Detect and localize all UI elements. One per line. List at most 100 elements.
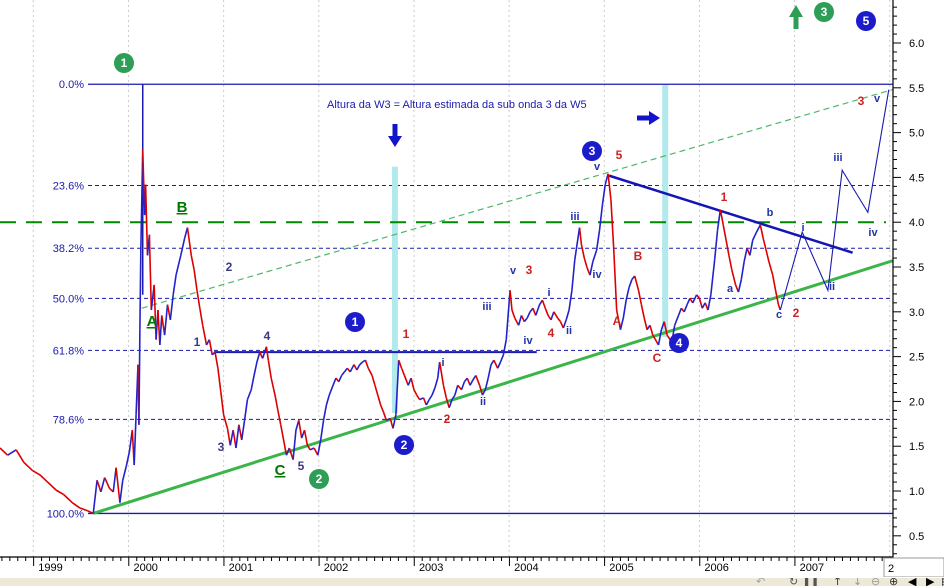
chart-icon[interactable]: ▍▍ <box>805 577 822 586</box>
price-segment <box>214 351 219 369</box>
price-segment <box>298 420 303 439</box>
wave-circle <box>582 141 602 161</box>
price-tick-label: 2.5 <box>909 352 924 364</box>
new-window-icon[interactable]: ▤ <box>941 578 944 586</box>
wave-circle <box>394 435 414 455</box>
price-segment <box>193 269 198 291</box>
scroll-right-icon[interactable]: ▶ <box>926 577 935 586</box>
price-segment <box>31 469 41 476</box>
price-segment <box>243 399 249 421</box>
price-segment <box>382 411 388 421</box>
price-segment <box>332 377 337 386</box>
price-segment <box>466 377 471 386</box>
price-segment <box>598 205 604 231</box>
price-segment <box>612 249 618 311</box>
price-segment <box>395 360 400 415</box>
price-segment <box>710 259 716 295</box>
price-segment <box>774 290 780 305</box>
price-segment <box>279 424 285 441</box>
price-segment <box>683 304 688 313</box>
price-segment <box>628 279 633 288</box>
wave-circle-marker: 3 <box>814 2 834 22</box>
price-segment <box>55 489 65 496</box>
price-segment <box>451 394 456 401</box>
price-segment <box>583 257 588 269</box>
w3-height-bar <box>391 166 398 414</box>
scroll-left-icon[interactable]: ◀ <box>908 577 917 586</box>
price-tick-label: 1.5 <box>909 441 924 453</box>
year-label: 2005 <box>609 562 633 574</box>
year-label: 1999 <box>38 562 62 574</box>
sub-wave-red-label: 2 <box>444 412 451 426</box>
wave-circle-marker: 3 <box>582 141 602 161</box>
zoom-in-icon[interactable]: ⊕ <box>889 577 899 586</box>
price-tick-label: 6.0 <box>909 38 924 50</box>
price-segment <box>731 269 737 286</box>
price-segment <box>222 414 229 429</box>
sub-wave-red-label: 4 <box>548 326 555 340</box>
price-segment <box>96 480 102 493</box>
price-segment <box>713 230 719 260</box>
price-segment <box>692 294 698 304</box>
price-segment <box>196 290 201 309</box>
arrow-up-icon[interactable]: ↑ <box>833 577 843 586</box>
price-segment <box>246 389 252 400</box>
wave-circle-marker: 5 <box>856 11 876 31</box>
sub-wave-red-label: 5 <box>616 148 623 162</box>
price-segment <box>112 467 117 493</box>
down-arrow <box>388 124 402 147</box>
price-segment <box>250 375 255 390</box>
price-segment <box>762 238 767 251</box>
wave-circle-number: 1 <box>352 315 359 329</box>
price-segment <box>580 244 586 259</box>
year-label: 2003 <box>419 562 443 574</box>
sub-wave-red-label: 3 <box>858 94 865 108</box>
price-segment <box>199 308 204 326</box>
price-segment <box>460 381 466 391</box>
price-segment <box>349 364 355 373</box>
price-segment <box>716 209 722 231</box>
minor-wave-label: v <box>594 161 601 173</box>
up-arrow <box>789 5 803 29</box>
wave-count-label: 3 <box>218 440 225 454</box>
price-segment <box>285 447 291 456</box>
price-segment <box>267 360 272 379</box>
wave-circle <box>856 11 876 31</box>
price-segment <box>728 255 733 270</box>
price-segment <box>526 311 531 319</box>
price-segment <box>341 371 346 376</box>
price-segment <box>725 239 730 256</box>
price-segment <box>532 307 537 316</box>
price-segment <box>169 294 174 320</box>
year-label: 2006 <box>704 562 728 574</box>
price-segment <box>217 368 222 392</box>
arrow-down-icon[interactable]: ↓ <box>853 577 863 586</box>
price-segment <box>125 451 131 466</box>
price-segment <box>190 255 195 270</box>
price-segment <box>743 248 748 262</box>
back-icon[interactable]: ↶ <box>756 577 766 586</box>
price-segment <box>759 224 764 239</box>
refresh-icon[interactable]: ↻ <box>789 577 799 586</box>
wave-count-label: 4 <box>264 329 271 343</box>
price-segment <box>317 439 322 456</box>
price-segment <box>722 224 727 241</box>
price-segment <box>740 261 745 280</box>
price-segment <box>652 334 660 346</box>
wave-count-label: 1 <box>194 335 201 349</box>
price-segment <box>765 249 770 262</box>
price-segment <box>615 309 622 330</box>
price-segment <box>752 231 758 241</box>
price-segment <box>749 239 754 256</box>
zoom-out-icon[interactable]: ⊖ <box>871 577 881 586</box>
price-segment <box>7 449 17 456</box>
price-segment <box>400 367 406 376</box>
price-segment <box>389 418 394 429</box>
price-segment <box>238 424 243 441</box>
wave-circle <box>114 53 134 73</box>
wave-circle-marker: 1 <box>114 53 134 73</box>
price-segment <box>359 361 364 366</box>
price-segment <box>0 447 9 456</box>
fib-level-label: 50.0% <box>53 293 84 305</box>
